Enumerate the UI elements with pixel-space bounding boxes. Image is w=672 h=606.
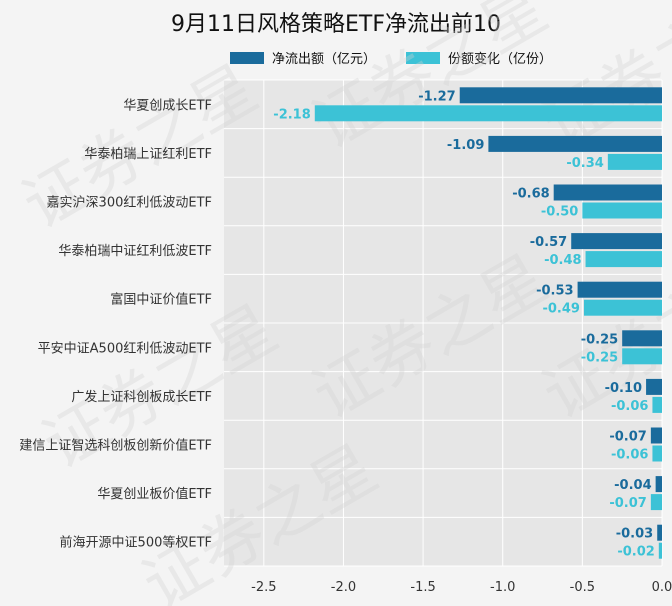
bar-net-outflow bbox=[571, 233, 662, 250]
bar-net-outflow bbox=[655, 476, 662, 493]
x-axis-labels: -2.5 -2.0 -1.5 -1.0 -0.5 0.0 bbox=[251, 580, 672, 595]
bar-share-change bbox=[622, 348, 662, 365]
bars bbox=[314, 87, 662, 559]
category-label: 华夏创业板价值ETF bbox=[97, 486, 212, 502]
category-label: 嘉实沪深300红利低波动ETF bbox=[47, 195, 212, 211]
category-label: 华泰柏瑞中证红利低波ETF bbox=[58, 243, 212, 259]
value-labels: -1.27 -2.18 -1.09 -0.34 -0.68 -0.50 -0.57 -0.48… bbox=[273, 89, 655, 559]
data-label: -1.09 bbox=[447, 138, 484, 153]
data-label: -0.48 bbox=[544, 253, 581, 268]
bar-net-outflow bbox=[650, 427, 662, 444]
bar-net-outflow bbox=[488, 135, 662, 152]
data-label: -0.06 bbox=[611, 399, 648, 414]
x-tick-label: 0.0 bbox=[652, 580, 672, 595]
grid-lines bbox=[224, 79, 663, 567]
data-label: -0.53 bbox=[536, 284, 573, 299]
data-label: -0.25 bbox=[581, 332, 618, 347]
data-label: -0.57 bbox=[530, 235, 567, 250]
x-tick-label: -2.0 bbox=[331, 580, 356, 595]
legend-swatch-net-outflow bbox=[230, 52, 264, 64]
bar-share-change bbox=[314, 105, 662, 122]
data-label: -0.50 bbox=[541, 205, 578, 220]
bar-net-outflow bbox=[622, 330, 662, 347]
x-tick-label: -1.0 bbox=[490, 580, 515, 595]
data-label: -0.04 bbox=[614, 478, 651, 493]
bar-share-change bbox=[652, 445, 662, 462]
data-label: -0.07 bbox=[609, 430, 646, 445]
category-label: 广发上证科创板成长ETF bbox=[71, 389, 212, 405]
bar-share-change bbox=[583, 299, 662, 316]
legend-label-net-outflow: 净流出额（亿元） bbox=[272, 52, 377, 67]
data-label: -0.34 bbox=[566, 156, 603, 171]
x-tick-label: -0.5 bbox=[570, 580, 595, 595]
bar-net-outflow bbox=[553, 184, 662, 201]
legend-label-share-change: 份额变化（亿份） bbox=[448, 52, 553, 67]
legend-swatch-share-change bbox=[406, 52, 440, 64]
bar-share-change bbox=[658, 542, 662, 559]
bar-net-outflow bbox=[657, 524, 662, 541]
bar-share-change bbox=[582, 202, 662, 219]
data-label: -0.25 bbox=[581, 350, 618, 365]
data-label: -1.27 bbox=[418, 89, 455, 104]
x-tick-label: -1.5 bbox=[410, 580, 435, 595]
bar-share-change bbox=[650, 494, 662, 511]
bar-share-change bbox=[652, 396, 662, 413]
chart-title: 9月11日风格策略ETF净流出前10 bbox=[171, 12, 501, 37]
bar-net-outflow bbox=[577, 281, 662, 298]
bar-share-change bbox=[607, 153, 662, 170]
bar-share-change bbox=[585, 251, 662, 268]
category-label: 前海开源中证500等权ETF bbox=[60, 535, 212, 551]
legend: 净流出额（亿元） 份额变化（亿份） bbox=[0, 48, 672, 68]
y-axis-labels: 华夏创成长ETF 华泰柏瑞上证红利ETF 嘉实沪深300红利低波动ETF 华泰柏瑞中证… bbox=[19, 98, 212, 550]
data-label: -0.68 bbox=[512, 187, 549, 202]
data-label: -0.10 bbox=[605, 381, 642, 396]
bar-net-outflow bbox=[459, 87, 662, 104]
data-label: -0.07 bbox=[609, 496, 646, 511]
x-tick-label: -2.5 bbox=[251, 580, 276, 595]
category-label: 平安中证A500红利低波动ETF bbox=[38, 340, 212, 356]
category-label: 富国中证价值ETF bbox=[110, 292, 212, 308]
data-label: -0.02 bbox=[617, 545, 654, 560]
category-label: 华泰柏瑞上证红利ETF bbox=[84, 146, 212, 162]
category-label: 建信上证智选科创板创新价值ETF bbox=[19, 438, 212, 454]
data-label: -0.03 bbox=[616, 527, 653, 542]
bar-net-outflow bbox=[646, 378, 662, 395]
data-label: -0.49 bbox=[542, 302, 579, 317]
category-label: 华夏创成长ETF bbox=[123, 98, 212, 113]
data-label: -0.06 bbox=[611, 448, 648, 463]
data-label: -2.18 bbox=[273, 107, 310, 122]
